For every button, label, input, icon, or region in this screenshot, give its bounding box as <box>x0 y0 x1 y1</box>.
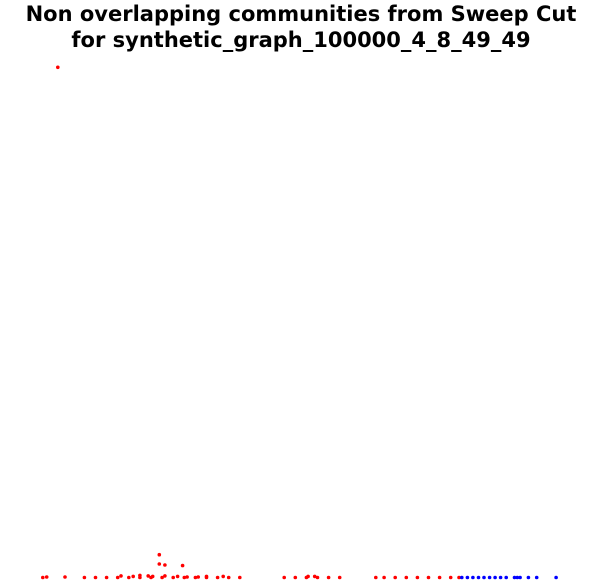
data-point <box>471 575 475 580</box>
data-point <box>518 575 522 580</box>
data-point <box>157 552 162 557</box>
data-point <box>312 574 317 579</box>
data-point <box>426 575 431 580</box>
data-point <box>374 575 378 580</box>
data-point <box>465 575 470 580</box>
data-point <box>534 575 539 580</box>
data-point <box>104 575 109 580</box>
data-point <box>163 563 167 567</box>
data-point <box>175 574 180 579</box>
data-point <box>515 575 520 580</box>
data-point <box>63 575 67 579</box>
data-point <box>238 575 242 580</box>
data-point <box>157 562 162 566</box>
data-point <box>326 575 331 580</box>
data-point <box>82 575 87 580</box>
data-point <box>460 575 464 580</box>
chart-title-line-2: for synthetic_graph_100000_4_8_49_49 <box>71 28 531 52</box>
data-point <box>512 575 517 580</box>
series-0 <box>41 65 461 580</box>
data-point <box>393 575 398 580</box>
data-point <box>337 575 342 580</box>
data-point <box>493 575 497 580</box>
data-point <box>115 575 120 580</box>
data-point <box>93 575 98 580</box>
data-point <box>196 575 200 579</box>
data-point <box>171 575 175 580</box>
data-point <box>180 563 185 568</box>
data-point <box>437 575 442 580</box>
data-point <box>382 575 386 580</box>
data-point <box>293 575 298 580</box>
data-point <box>127 575 131 580</box>
data-point <box>404 575 409 580</box>
data-point <box>415 575 420 580</box>
data-point <box>182 575 187 580</box>
chart-title-line-1: Non overlapping communities from Sweep C… <box>25 2 577 26</box>
data-point <box>526 575 531 580</box>
data-point <box>56 65 60 70</box>
data-point <box>221 574 225 579</box>
data-point <box>554 575 558 580</box>
data-point <box>146 574 150 578</box>
data-point <box>482 575 486 580</box>
series-1 <box>460 575 558 580</box>
data-point <box>306 574 310 579</box>
data-point <box>315 575 320 580</box>
data-point <box>226 575 231 580</box>
data-point <box>41 575 45 580</box>
data-point <box>504 575 509 580</box>
data-point <box>476 575 481 580</box>
data-point <box>160 575 164 580</box>
data-point <box>498 575 503 580</box>
data-point <box>150 574 155 579</box>
data-point <box>119 574 123 578</box>
data-point <box>193 575 198 580</box>
data-point <box>487 575 492 580</box>
data-point <box>44 575 49 579</box>
data-point <box>204 574 209 579</box>
data-point <box>448 575 453 580</box>
data-point <box>163 574 167 578</box>
chart-title: Non overlapping communities from Sweep C… <box>0 1 602 53</box>
data-point <box>282 575 287 580</box>
data-point <box>215 575 220 580</box>
data-point <box>457 575 461 580</box>
data-point <box>131 574 135 579</box>
data-point <box>185 575 189 579</box>
data-point <box>138 573 142 578</box>
